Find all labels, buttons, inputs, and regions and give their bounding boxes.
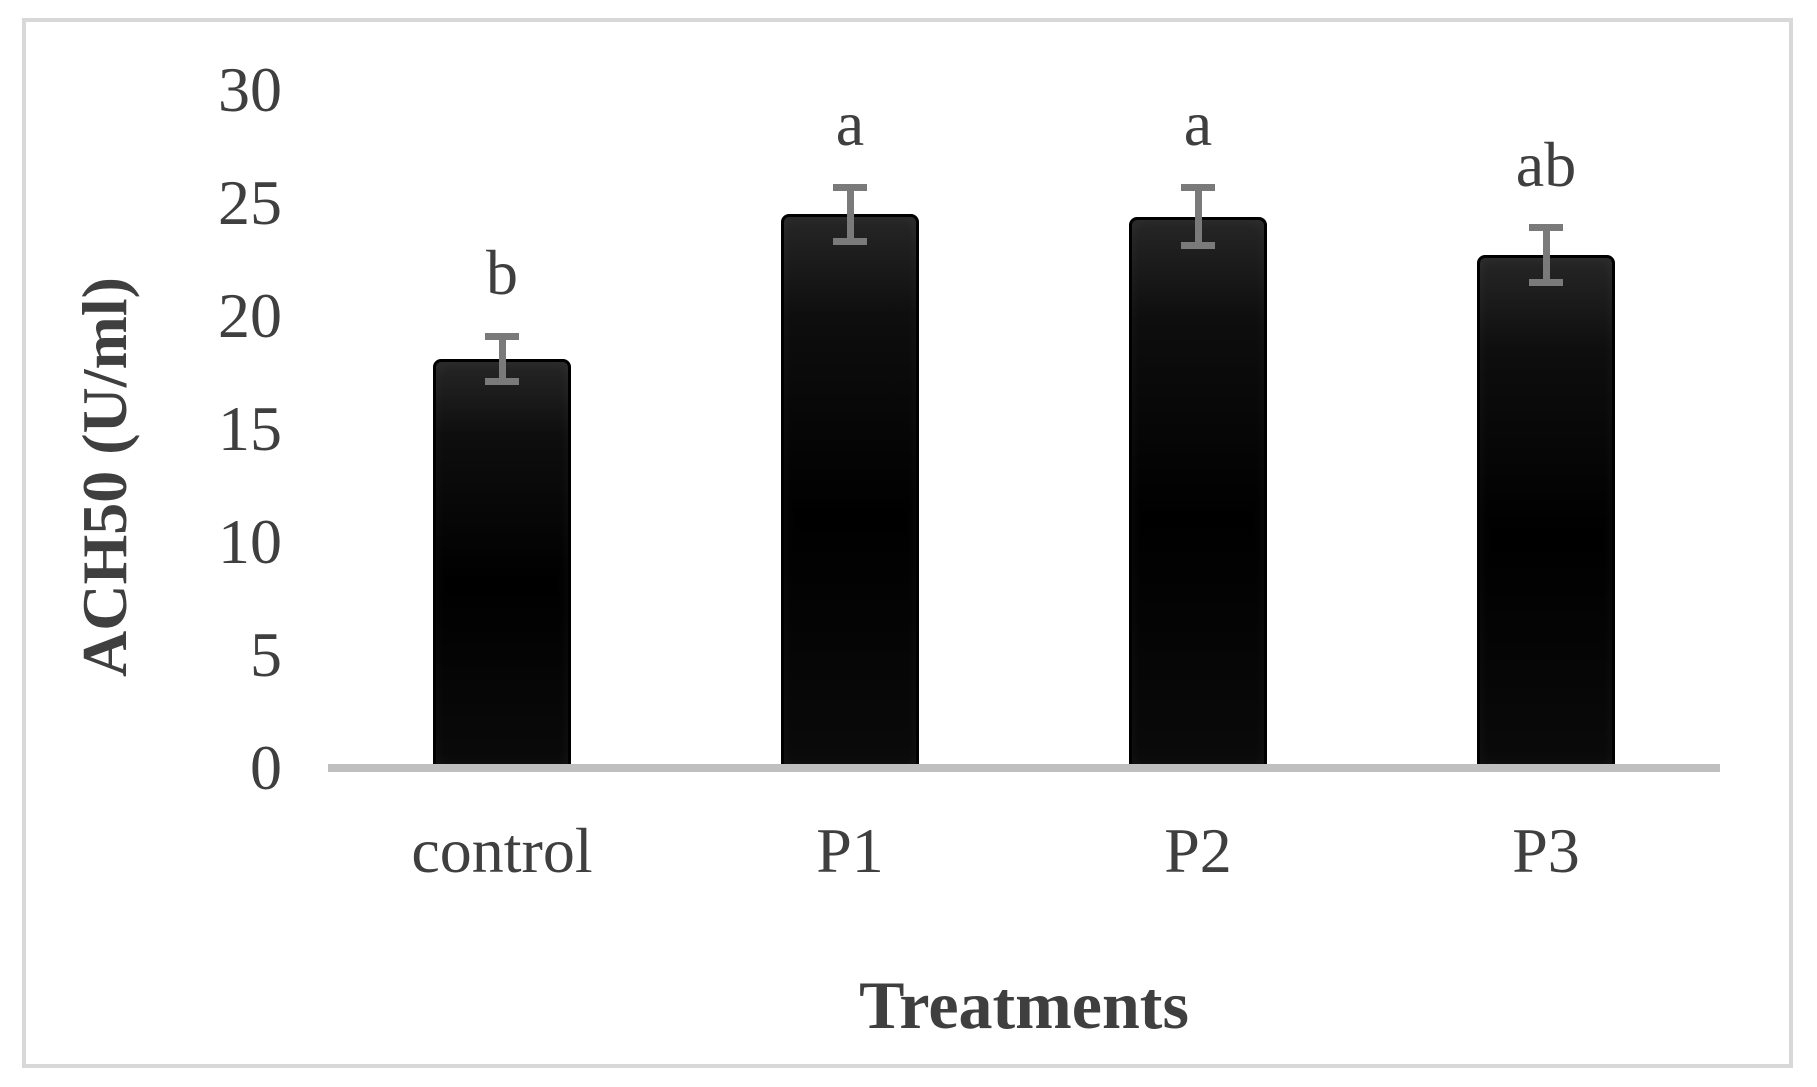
y-tick-label-0: 0 — [250, 732, 282, 803]
y-tick-label-30: 30 — [218, 54, 282, 125]
error-bar-line-control — [498, 336, 506, 382]
error-bar-line-P2 — [1194, 187, 1202, 246]
bar-P2 — [1129, 216, 1267, 768]
x-axis-title: Treatments — [859, 967, 1189, 1043]
error-bar-bottom-cap-P1 — [833, 237, 867, 245]
y-tick-label-5: 5 — [250, 619, 282, 690]
significance-letter-P2: a — [1183, 88, 1213, 160]
x-tick-label-control: control — [411, 815, 593, 886]
error-bar-top-cap-control — [485, 332, 519, 340]
error-bar-top-cap-P3 — [1529, 224, 1563, 232]
y-tick-label-15: 15 — [218, 393, 282, 464]
significance-letter-P1: a — [835, 88, 865, 160]
error-bar-top-cap-P1 — [833, 183, 867, 191]
y-tick-label-20: 20 — [218, 280, 282, 351]
error-bar-line-P1 — [846, 187, 854, 242]
significance-letter-P3: ab — [1515, 128, 1577, 200]
error-bar-bottom-cap-control — [485, 378, 519, 386]
bar-P1 — [781, 214, 919, 768]
error-bar-bottom-cap-P3 — [1529, 278, 1563, 286]
y-tick-label-10: 10 — [218, 506, 282, 577]
x-tick-label-P2: P2 — [1164, 815, 1232, 886]
y-tick-label-25: 25 — [218, 167, 282, 238]
error-bar-line-P3 — [1542, 227, 1550, 283]
bar-control — [433, 358, 571, 768]
x-tick-label-P1: P1 — [816, 815, 884, 886]
error-bar-bottom-cap-P2 — [1181, 242, 1215, 250]
significance-letter-control: b — [486, 237, 518, 309]
bar-P3 — [1477, 254, 1615, 768]
error-bar-top-cap-P2 — [1181, 183, 1215, 191]
x-tick-label-P3: P3 — [1512, 815, 1580, 886]
x-axis-line — [328, 764, 1720, 772]
